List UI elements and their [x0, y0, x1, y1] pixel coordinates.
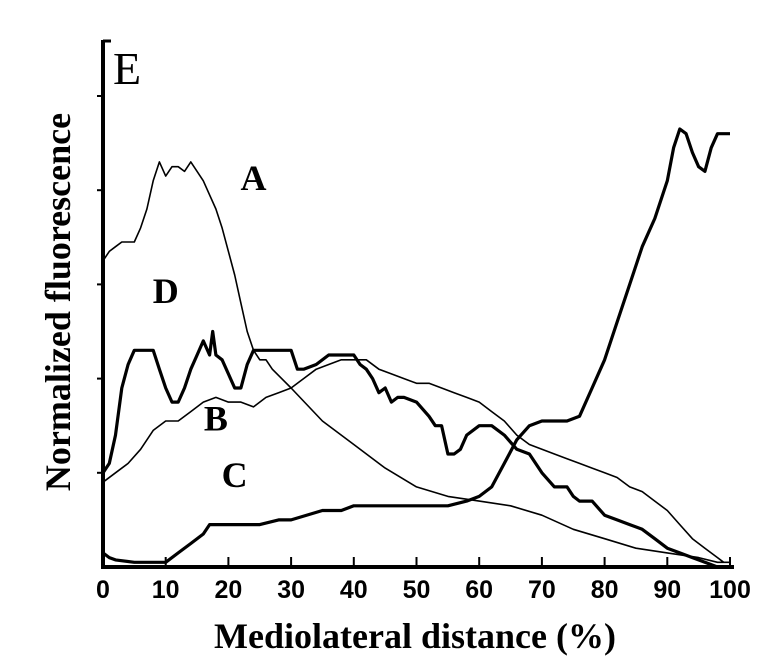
x-ticks: 0 10 20 30 40 50 60 70 80 90 100 — [96, 557, 751, 604]
x-tick-label: 20 — [214, 576, 242, 604]
y-ticks — [97, 95, 103, 474]
x-axis-label: Mediolateral distance (%) — [214, 616, 616, 656]
x-tick-label: 0 — [96, 576, 110, 604]
x-tick-label: 40 — [340, 576, 368, 604]
x-tick-label: 60 — [465, 576, 493, 604]
x-tick-label: 100 — [709, 576, 751, 604]
x-tick-label: 90 — [653, 576, 681, 604]
series-label-a: A — [240, 158, 266, 198]
series-line-c — [102, 127, 730, 564]
y-axis-label: Normalized fluorescence — [38, 113, 78, 491]
series-line-b — [102, 359, 725, 563]
x-tick-label: 10 — [152, 576, 180, 604]
x-tick-label: 50 — [403, 576, 431, 604]
series-line-d — [101, 329, 730, 569]
series-annotations: A BC D — [153, 158, 267, 495]
series-label-d: D — [153, 271, 179, 311]
panel-label: E — [113, 43, 141, 94]
x-tick-label: 30 — [277, 576, 305, 604]
x-tick-label: 80 — [591, 576, 619, 604]
series-line-a — [102, 161, 730, 564]
plot-lines — [101, 127, 730, 569]
series-label-b: B — [204, 398, 228, 438]
series-label-c: C — [222, 455, 248, 495]
x-tick-label: 70 — [528, 576, 556, 604]
